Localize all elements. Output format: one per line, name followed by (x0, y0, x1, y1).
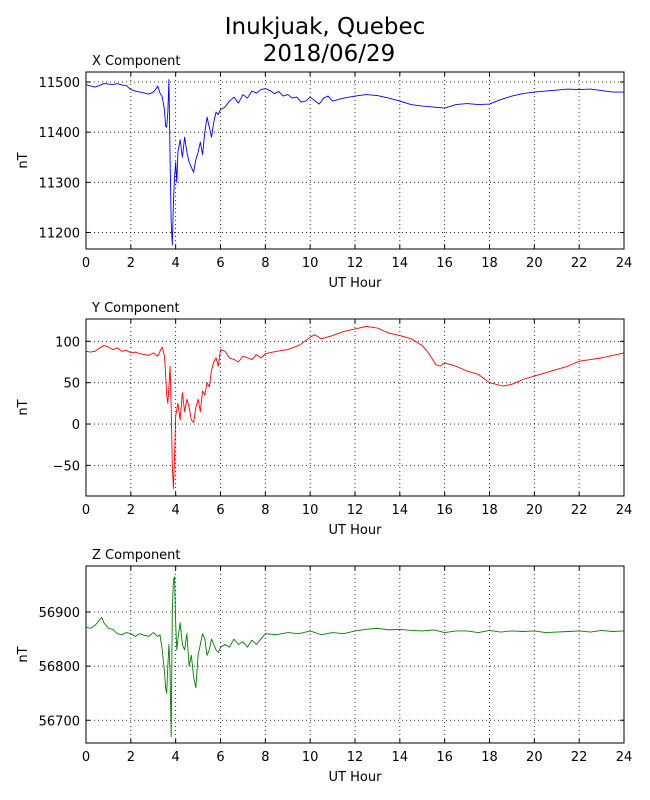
figure-title-line2: 2018/06/29 (263, 41, 396, 67)
y-tick-label: 100 (55, 335, 80, 350)
x-tick-label: 14 (392, 750, 409, 765)
y-tick-label: 0 (72, 418, 80, 433)
x-tick-label: 6 (216, 750, 224, 765)
x-axis-label: UT Hour (329, 276, 383, 291)
figure-title-line1: Inukjuak, Quebec (225, 14, 426, 40)
x-tick-label: 8 (261, 256, 269, 271)
y-tick-label: 11400 (39, 126, 80, 141)
x-tick-label: 20 (526, 256, 543, 271)
x-tick-label: 12 (347, 503, 364, 518)
x-tick-label: 2 (127, 256, 135, 271)
x-tick-label: 12 (347, 256, 364, 271)
x-tick-label: 22 (571, 503, 588, 518)
x-axis-label: UT Hour (329, 523, 383, 538)
x-tick-label: 4 (172, 256, 180, 271)
y-tick-label: 11300 (39, 176, 80, 191)
series-line-1 (85, 79, 624, 246)
series-line-1 (85, 576, 625, 737)
x-tick-label: 4 (172, 503, 180, 518)
x-tick-label: 22 (571, 750, 588, 765)
x-tick-label: 22 (571, 256, 588, 271)
x-tick-label: 24 (616, 750, 633, 765)
y-tick-label: −50 (53, 459, 80, 474)
x-tick-label: 0 (82, 750, 90, 765)
x-tick-label: 16 (436, 256, 453, 271)
x-tick-label: 12 (347, 750, 364, 765)
x-tick-label: 18 (481, 503, 498, 518)
x-tick-label: 0 (82, 503, 90, 518)
y-axis-label: nT (16, 646, 31, 662)
x-tick-label: 16 (436, 750, 453, 765)
x-tick-label: 10 (302, 750, 319, 765)
x-tick-label: 18 (481, 256, 498, 271)
x-tick-label: 24 (616, 503, 633, 518)
x-tick-label: 24 (616, 256, 633, 271)
x-tick-label: 8 (261, 750, 269, 765)
y-axis-label: nT (16, 152, 31, 168)
x-tick-label: 18 (481, 750, 498, 765)
x-tick-label: 10 (302, 256, 319, 271)
x-tick-label: 20 (526, 503, 543, 518)
series-line-1 (85, 325, 625, 490)
y-tick-label: 50 (63, 377, 80, 392)
x-tick-label: 0 (82, 256, 90, 271)
x-tick-label: 2 (127, 750, 135, 765)
y-tick-label: 56900 (39, 606, 80, 621)
x-tick-label: 10 (302, 503, 319, 518)
x-tick-label: 2 (127, 503, 135, 518)
x-axis-label: UT Hour (329, 770, 383, 785)
panel-title: Z Component (92, 548, 181, 563)
panel-title: X Component (92, 54, 181, 69)
y-tick-label: 56800 (39, 660, 80, 675)
y-axis-label: nT (16, 399, 31, 415)
x-tick-label: 20 (526, 750, 543, 765)
x-tick-label: 14 (392, 256, 409, 271)
x-tick-label: 8 (261, 503, 269, 518)
panel-title: Y Component (91, 301, 180, 316)
x-tick-label: 16 (436, 503, 453, 518)
x-tick-label: 4 (172, 750, 180, 765)
y-tick-label: 11200 (39, 226, 80, 241)
x-tick-label: 14 (392, 503, 409, 518)
x-tick-label: 6 (216, 256, 224, 271)
x-tick-label: 6 (216, 503, 224, 518)
y-tick-label: 56700 (39, 714, 80, 729)
y-tick-label: 11500 (39, 76, 80, 91)
